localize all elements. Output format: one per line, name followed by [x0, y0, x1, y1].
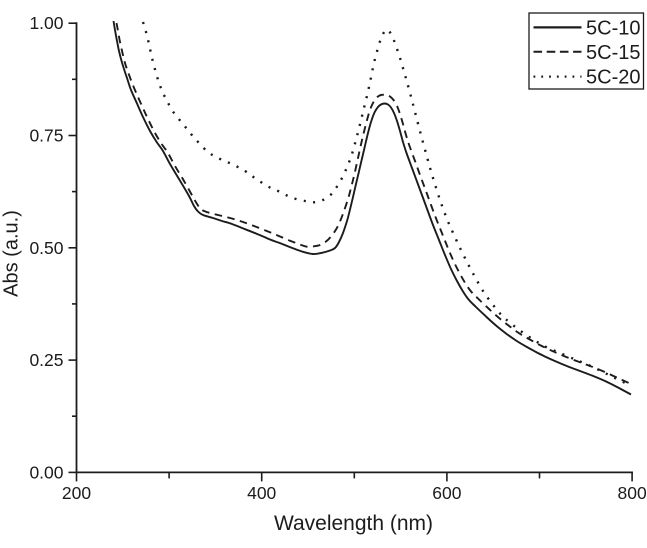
svg-text:0.00: 0.00	[29, 462, 63, 482]
svg-text:200: 200	[62, 483, 91, 503]
svg-text:5C-20: 5C-20	[586, 67, 640, 89]
svg-text:5C-10: 5C-10	[586, 18, 640, 40]
svg-text:400: 400	[247, 483, 276, 503]
svg-text:0.25: 0.25	[29, 350, 63, 370]
svg-text:0.75: 0.75	[29, 126, 63, 146]
svg-text:1.00: 1.00	[29, 13, 63, 33]
svg-text:600: 600	[432, 483, 461, 503]
svg-text:Abs (a.u.): Abs (a.u.)	[1, 210, 23, 297]
svg-text:Wavelength (nm): Wavelength (nm)	[274, 512, 433, 535]
svg-text:5C-15: 5C-15	[586, 42, 640, 64]
svg-text:0.50: 0.50	[29, 238, 63, 258]
svg-text:800: 800	[617, 483, 646, 503]
